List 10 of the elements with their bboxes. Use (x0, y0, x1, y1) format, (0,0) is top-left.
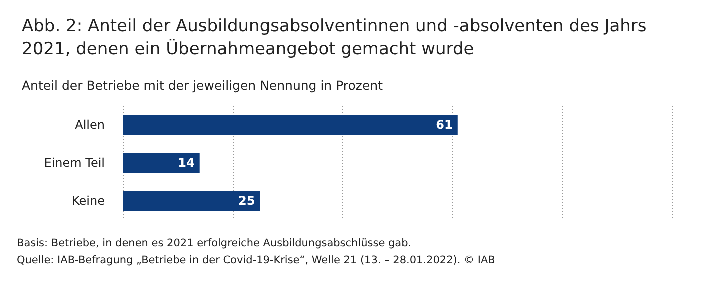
text: Basis: Betriebe, in denen es 2021 erfolgreiche Ausbildungsabschlüsse gab. (17, 238, 412, 250)
chart-subtitle: Anteil der Betriebe mit der jeweiligen Nennung in Prozent (22, 78, 384, 93)
y-tick-label: Keine (72, 194, 105, 208)
chart-title: Abb. 2: Anteil der Ausbildungsabsolventinnen und -absolventen des Jahrs 2021, denen ein Übernahmeangebot gemacht wurde (22, 16, 652, 60)
source-note: Quelle: IAB-Befragung „Betriebe in der Covid-19-Krise“, Welle 21 (13. – 28.01.2022). © IAB (17, 254, 496, 266)
y-tick-label: Allen (75, 118, 105, 132)
data-label: 61 (436, 118, 453, 132)
y-tick-label: Einem Teil (44, 156, 105, 170)
data-label: 25 (238, 194, 256, 208)
data-label: 14 (178, 156, 195, 170)
